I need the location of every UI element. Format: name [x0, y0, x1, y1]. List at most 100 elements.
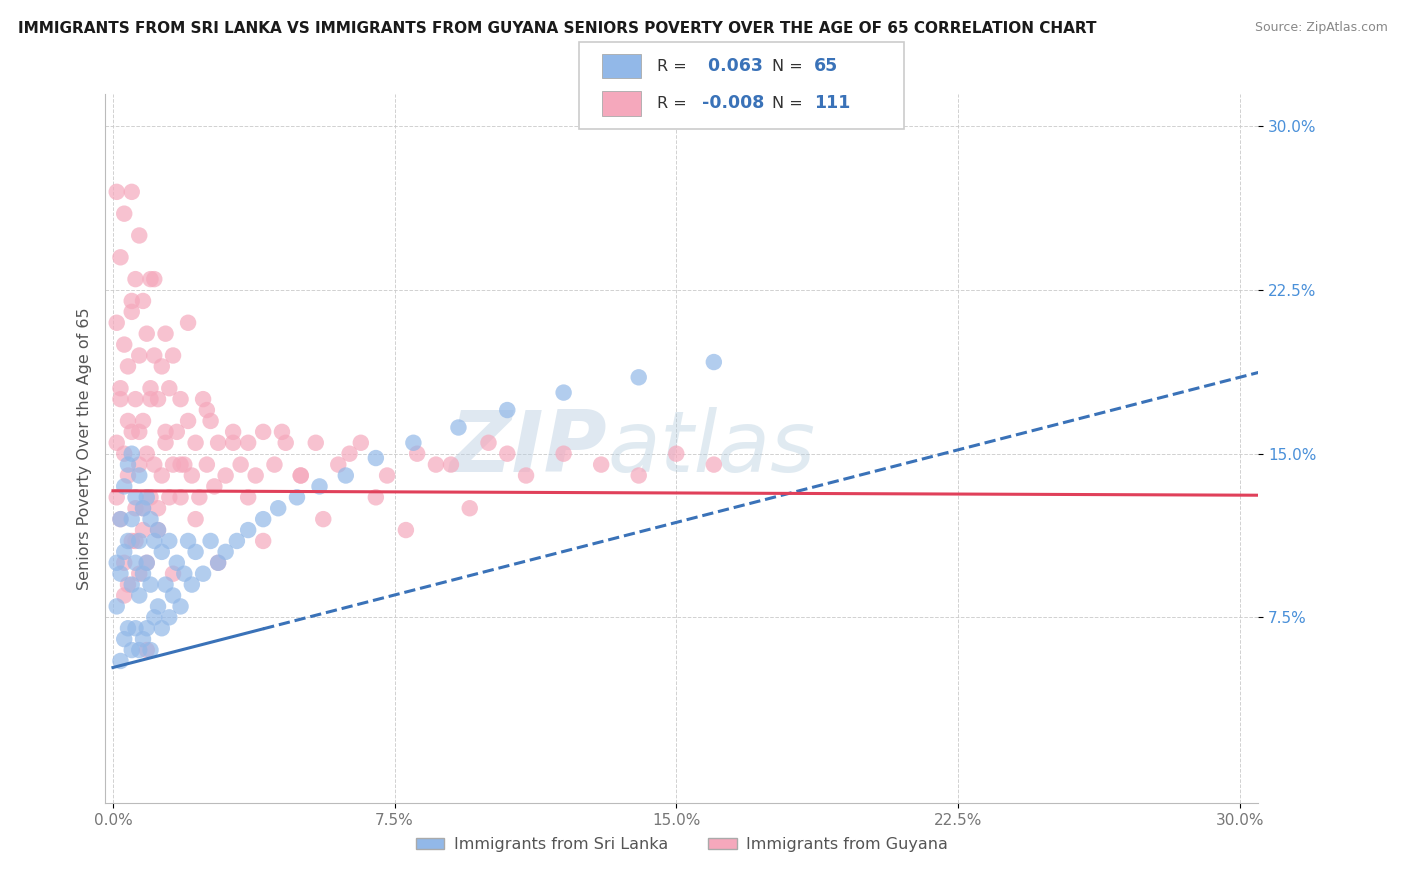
- Point: [110, 512, 132, 526]
- Point: [117, 359, 139, 374]
- Point: [124, 501, 146, 516]
- Point: [124, 533, 146, 548]
- Point: [135, 556, 157, 570]
- Point: [112, 447, 135, 461]
- Point: [173, 566, 195, 581]
- Point: [110, 392, 132, 406]
- Y-axis label: Seniors Poverty Over the Age of 65: Seniors Poverty Over the Age of 65: [76, 307, 91, 590]
- Text: 111: 111: [814, 95, 851, 112]
- Point: [124, 556, 146, 570]
- Point: [121, 577, 143, 591]
- Point: [458, 501, 481, 516]
- Point: [121, 447, 143, 461]
- Point: [143, 458, 166, 472]
- Point: [110, 381, 132, 395]
- Point: [112, 632, 135, 647]
- Point: [121, 512, 143, 526]
- Point: [177, 316, 200, 330]
- Text: 65: 65: [814, 57, 838, 75]
- Point: [290, 468, 312, 483]
- Point: [364, 491, 387, 505]
- Point: [132, 293, 155, 308]
- Point: [339, 447, 361, 461]
- Point: [229, 458, 252, 472]
- Point: [274, 435, 297, 450]
- Point: [132, 523, 155, 537]
- Point: [166, 556, 188, 570]
- Point: [200, 414, 222, 428]
- Point: [350, 435, 373, 450]
- Point: [222, 425, 245, 439]
- Point: [121, 643, 143, 657]
- Point: [139, 577, 162, 591]
- Point: [191, 392, 214, 406]
- Point: [703, 458, 725, 472]
- Point: [364, 451, 387, 466]
- Point: [207, 556, 229, 570]
- Point: [395, 523, 418, 537]
- Point: [117, 577, 139, 591]
- Point: [177, 414, 200, 428]
- Point: [105, 556, 128, 570]
- Point: [222, 435, 245, 450]
- Point: [143, 272, 166, 286]
- Point: [157, 610, 180, 624]
- Point: [328, 458, 350, 472]
- Point: [146, 523, 169, 537]
- Point: [169, 458, 191, 472]
- Point: [124, 272, 146, 286]
- Point: [139, 392, 162, 406]
- Point: [150, 359, 173, 374]
- Point: [425, 458, 447, 472]
- Point: [184, 545, 207, 559]
- Point: [135, 621, 157, 635]
- Point: [128, 458, 150, 472]
- Point: [440, 458, 463, 472]
- Point: [135, 326, 157, 341]
- Point: [143, 533, 166, 548]
- Point: [155, 425, 177, 439]
- Point: [128, 566, 150, 581]
- Point: [139, 643, 162, 657]
- Point: [121, 533, 143, 548]
- Point: [627, 468, 650, 483]
- Point: [128, 643, 150, 657]
- Point: [128, 349, 150, 363]
- Point: [155, 326, 177, 341]
- Point: [477, 435, 499, 450]
- Point: [162, 458, 184, 472]
- Point: [132, 566, 155, 581]
- Point: [591, 458, 613, 472]
- Point: [553, 447, 575, 461]
- Point: [665, 447, 688, 461]
- Point: [515, 468, 537, 483]
- Point: [195, 458, 218, 472]
- Point: [139, 381, 162, 395]
- Point: [117, 621, 139, 635]
- Point: [112, 207, 135, 221]
- Point: [263, 458, 285, 472]
- Point: [146, 523, 169, 537]
- Point: [553, 385, 575, 400]
- Point: [157, 381, 180, 395]
- Point: [105, 185, 128, 199]
- Point: [128, 589, 150, 603]
- Point: [236, 523, 259, 537]
- Point: [124, 392, 146, 406]
- Point: [112, 337, 135, 351]
- Point: [132, 501, 155, 516]
- Point: [162, 349, 184, 363]
- Point: [105, 316, 128, 330]
- Point: [124, 621, 146, 635]
- Point: [195, 403, 218, 417]
- Point: [110, 250, 132, 264]
- Point: [150, 468, 173, 483]
- Point: [496, 447, 519, 461]
- Point: [703, 355, 725, 369]
- Point: [105, 491, 128, 505]
- Text: ZIP: ZIP: [450, 407, 607, 490]
- Point: [177, 533, 200, 548]
- Point: [112, 556, 135, 570]
- Point: [112, 479, 135, 493]
- Point: [117, 414, 139, 428]
